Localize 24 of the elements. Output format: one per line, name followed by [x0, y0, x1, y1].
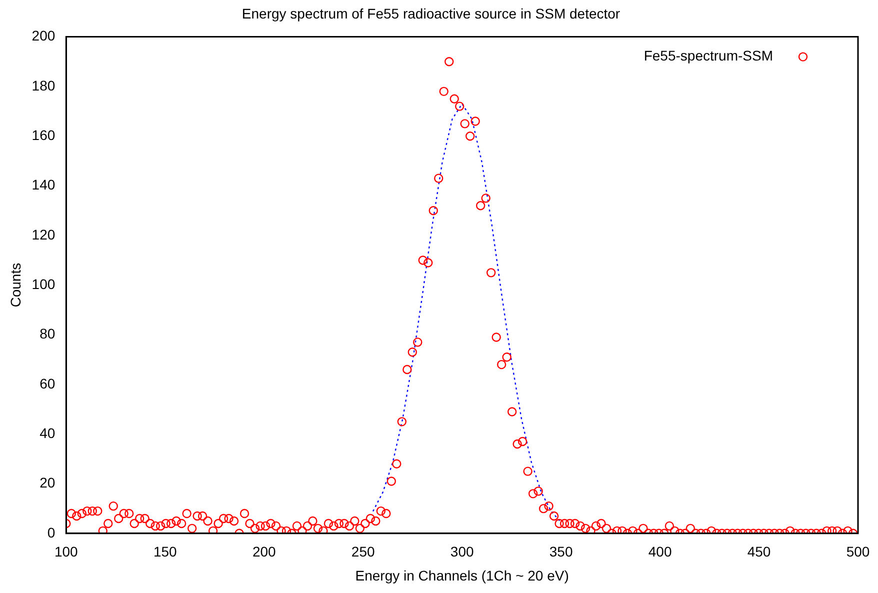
- y-tick-label: 160: [32, 126, 56, 143]
- x-tick-label: 250: [351, 544, 375, 560]
- x-tick-label: 300: [450, 544, 474, 560]
- chart-title: Energy spectrum of Fe55 radioactive source in SSM detector: [242, 5, 620, 22]
- x-tick-label: 200: [252, 544, 276, 560]
- y-tick-label: 100: [32, 276, 56, 292]
- legend-label: Fe55-spectrum-SSM: [644, 48, 773, 64]
- x-tick-label: 500: [846, 544, 870, 560]
- x-tick-label: 450: [747, 544, 771, 560]
- y-tick-label: 80: [40, 326, 56, 342]
- y-tick-label: 20: [40, 474, 56, 491]
- x-tick-label: 350: [549, 544, 573, 560]
- x-axis-title: Energy in Channels (1Ch ~ 20 eV): [355, 567, 569, 584]
- x-tick-label: 100: [54, 544, 78, 560]
- y-tick-label: 180: [32, 77, 56, 94]
- x-tick-label: 150: [153, 544, 178, 560]
- y-tick-label: 60: [40, 375, 56, 392]
- y-tick-label: 120: [32, 226, 56, 242]
- y-tick-label: 0: [47, 524, 56, 540]
- y-tick-label: 200: [32, 28, 56, 44]
- y-tick-label: 40: [40, 424, 56, 441]
- y-tick-label: 140: [32, 176, 56, 193]
- y-axis-title: Counts: [7, 262, 24, 308]
- x-tick-label: 400: [648, 544, 672, 560]
